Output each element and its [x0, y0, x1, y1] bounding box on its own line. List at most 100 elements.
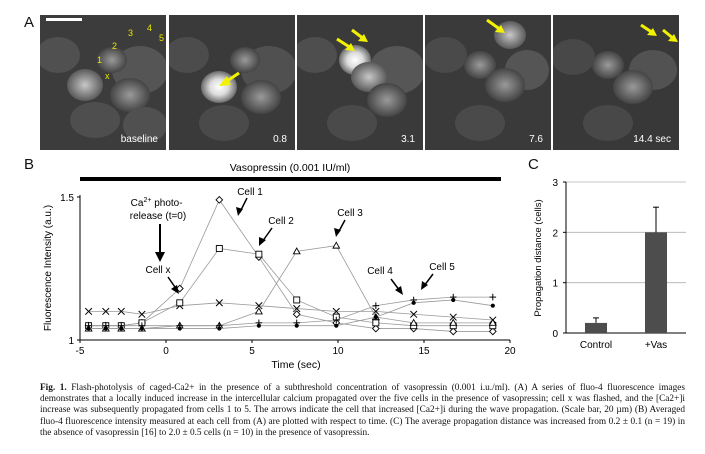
point-cell-x	[449, 313, 457, 321]
y-axis-label: Propagation distance (cells)	[533, 199, 544, 316]
micrograph-image	[297, 15, 423, 150]
micrograph-frame-3: 3.1	[297, 15, 423, 150]
frame-time-label: 7.6	[529, 134, 543, 145]
annotation-cell-4: Cell 4	[367, 266, 393, 277]
cell-label-3: 3	[128, 28, 133, 38]
cell-label-2: 2	[112, 41, 117, 51]
annotation-cell-1: Cell 1	[237, 187, 263, 198]
flash-annotation-line2: release (t=0)	[130, 211, 186, 222]
point-cell-3	[292, 247, 301, 255]
point-cell-x	[215, 299, 223, 307]
point-cell-5	[86, 326, 91, 331]
point-cell-x	[117, 307, 125, 316]
point-cell-1	[488, 327, 497, 336]
caption-text: Flash-photolysis of caged-Ca2+ in the pr…	[40, 383, 685, 438]
category-label: Control	[580, 340, 612, 351]
point-cell-1	[292, 310, 301, 319]
point-cell-5	[451, 297, 456, 303]
y-axis-label: Fluorescence Intensity (a.u.)	[43, 205, 54, 331]
micrograph-frame-5: 14.4 sec	[553, 15, 679, 150]
point-cell-3	[332, 241, 341, 249]
x-tick-label: 10	[332, 346, 344, 357]
point-cell-2	[176, 299, 184, 307]
cell-label-1: 1	[97, 55, 102, 65]
x-tick-label: 15	[418, 346, 430, 357]
y-tick-label: 2	[552, 228, 558, 239]
point-cell-2	[372, 319, 380, 327]
point-cell-5	[139, 326, 145, 331]
intensity-line-chart: Vasopressin (0.001 IU/ml) -5 0 5 10 15 20 1 1.5…	[43, 162, 516, 371]
micrograph-image: 1 2 3 4 5 x	[40, 15, 166, 150]
x-axis-label: Time (sec)	[271, 359, 320, 371]
figure-caption: Fig. 1. Flash-photolysis of caged-Ca2+ i…	[40, 383, 685, 439]
micrograph-frame-2: 0.8	[169, 15, 295, 150]
x-tick-label: 5	[249, 346, 255, 357]
point-cell-5	[103, 326, 108, 331]
cell-label-4: 4	[147, 23, 152, 33]
point-cell-5	[177, 326, 182, 331]
point-cell-2	[255, 250, 263, 258]
micrograph-image	[553, 15, 679, 150]
point-cell-4	[372, 302, 380, 309]
point-cell-2	[215, 245, 223, 252]
y-tick-label: 0	[552, 329, 558, 340]
point-cell-3	[449, 318, 458, 326]
panel-c-letter: C	[528, 156, 539, 173]
micrograph-image	[425, 15, 551, 150]
annotation-cell-2: Cell 2	[268, 216, 294, 227]
point-cell-5	[490, 303, 495, 308]
point-cell-1	[215, 195, 224, 204]
point-cell-5	[294, 323, 299, 328]
y-tick-label: 3	[552, 178, 558, 189]
point-cell-x	[410, 310, 418, 318]
flash-annotation: Ca2+ photo- release (t=0)	[130, 197, 186, 222]
point-cell-2	[293, 296, 301, 304]
point-cell-1	[175, 284, 184, 293]
point-cell-5	[256, 323, 261, 328]
point-cell-5	[411, 300, 416, 305]
annotation-cell-3: Cell 3	[337, 208, 363, 219]
cell-label-5: 5	[159, 33, 164, 43]
point-cell-1	[371, 324, 380, 333]
x-tick-label: 20	[504, 346, 516, 357]
propagation-bar-chart: 0 1 2 3 Control +Vas Propagation distance (c…	[533, 178, 686, 351]
point-cell-3	[254, 307, 263, 315]
y-tick-label: 1.5	[60, 193, 74, 204]
point-cell-x	[332, 307, 340, 316]
bar-vas	[645, 232, 667, 333]
point-cell-4	[332, 316, 340, 324]
y-tick-label: 1	[68, 336, 74, 347]
series-line-cell-5	[88, 299, 493, 329]
flash-annotation-line1: Ca2+ photo-	[131, 197, 183, 209]
micrograph-image	[169, 15, 295, 150]
point-cell-1	[449, 327, 458, 336]
y-tick-label: 1	[552, 279, 558, 290]
vasopressin-bar	[80, 177, 501, 181]
point-cell-5	[217, 326, 222, 331]
vasopressin-label: Vasopressin (0.001 IU/ml)	[230, 162, 351, 174]
point-cell-x	[138, 310, 146, 318]
cell-label-x: x	[105, 71, 110, 81]
annotation-cell-x: Cell x	[145, 265, 170, 276]
point-cell-3	[488, 318, 497, 326]
point-cell-5	[119, 326, 124, 331]
x-tick-label: 0	[163, 346, 169, 357]
panel-b-letter: B	[24, 156, 35, 173]
point-cell-3	[409, 318, 418, 326]
micrograph-frame-1: 1 2 3 4 5 x baseline	[40, 15, 166, 150]
point-cell-5	[334, 323, 339, 328]
frame-time-label: 3.1	[401, 134, 415, 145]
annotation-cell-5: Cell 5	[429, 262, 455, 273]
frame-time-label: 0.8	[273, 134, 287, 145]
error-bar	[653, 206, 659, 233]
x-tick-label: -5	[76, 346, 85, 357]
frame-time-label: baseline	[120, 134, 158, 145]
bar-control	[585, 322, 607, 333]
point-cell-x	[84, 307, 93, 316]
category-label: +Vas	[645, 340, 667, 351]
panel-a-letter: A	[24, 14, 35, 31]
series-line-cell-2	[88, 248, 493, 327]
micrograph-frame-4: 7.6	[425, 15, 551, 150]
point-cell-5	[373, 315, 378, 320]
error-bar	[593, 317, 599, 323]
